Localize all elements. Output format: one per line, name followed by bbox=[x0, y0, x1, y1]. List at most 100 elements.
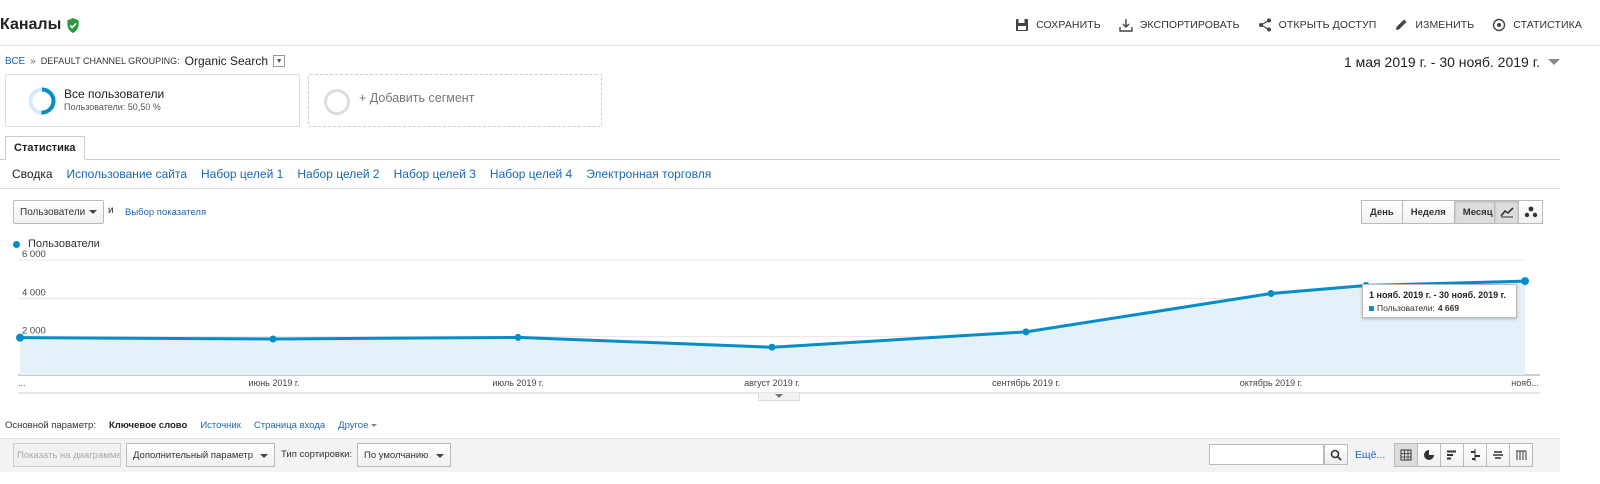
metric-select-value: Пользователи bbox=[20, 206, 86, 218]
choose-metric-link[interactable]: Выбор показателя bbox=[125, 207, 207, 218]
period-day-button[interactable]: День bbox=[1361, 200, 1403, 224]
segment-title: Все пользователи bbox=[64, 87, 165, 101]
data-point bbox=[269, 335, 277, 343]
view-term-cloud-button[interactable] bbox=[1486, 443, 1510, 467]
x-tick-label: сентябрь 2019 г. bbox=[992, 378, 1060, 388]
export-button[interactable]: ЭКСПОРТИРОВАТЬ bbox=[1119, 18, 1240, 32]
tooltip-value: 4 669 bbox=[1437, 303, 1460, 313]
breadcrumb-root-link[interactable]: ВСЕ bbox=[5, 55, 26, 67]
table-view-toggle bbox=[1394, 443, 1533, 467]
subnav-goal-set-1[interactable]: Набор целей 1 bbox=[201, 167, 284, 181]
metric-and-label: и bbox=[108, 205, 114, 216]
share-label: ОТКРЫТЬ ДОСТУП bbox=[1278, 19, 1377, 31]
y-tick-label: 6 000 bbox=[22, 249, 46, 260]
insights-icon bbox=[1493, 18, 1506, 32]
page-title: Каналы bbox=[0, 16, 80, 34]
table-search-button[interactable] bbox=[1324, 444, 1348, 465]
divider bbox=[0, 188, 1560, 189]
view-comparison-button[interactable] bbox=[1463, 443, 1487, 467]
table-toolbar: Показать на диаграмме Дополнительный пар… bbox=[0, 438, 1560, 472]
explorer-subnav: Сводка Использование сайта Набор целей 1… bbox=[12, 167, 711, 181]
x-tick-label: ... bbox=[18, 378, 26, 388]
chevron-down-icon: ▼ bbox=[275, 57, 283, 65]
chart-tooltip: 1 нояб. 2019 г. - 30 нояб. 2019 г. Польз… bbox=[1362, 284, 1517, 318]
advanced-filter-link[interactable]: Ещё... bbox=[1355, 449, 1386, 461]
x-tick-label: август 2019 г. bbox=[744, 378, 800, 388]
secondary-dimension-label: Дополнительный параметр bbox=[133, 449, 253, 461]
chart-svg: 6 000 4 000 2 000... июнь 2019 г. июль 2019 … bbox=[16, 249, 1540, 394]
dimension-keyword[interactable]: Ключевое слово bbox=[108, 420, 188, 431]
metric-select[interactable]: Пользователи bbox=[13, 200, 104, 224]
period-toggle: День Неделя Месяц bbox=[1361, 200, 1502, 224]
share-icon bbox=[1258, 18, 1271, 32]
edit-icon bbox=[1396, 19, 1407, 30]
data-point bbox=[16, 333, 24, 342]
share-button[interactable]: ОТКРЫТЬ ДОСТУП bbox=[1258, 18, 1377, 32]
dimension-source[interactable]: Источник bbox=[200, 420, 241, 431]
chevron-down-icon bbox=[260, 454, 268, 458]
comparison-icon bbox=[1471, 449, 1480, 461]
period-week-button[interactable]: Неделя bbox=[1401, 200, 1455, 224]
x-tick-label: июнь 2019 г. bbox=[248, 378, 299, 388]
edit-label: ИЗМЕНИТЬ bbox=[1415, 19, 1475, 31]
edit-button[interactable]: ИЗМЕНИТЬ bbox=[1394, 18, 1474, 32]
dimension-other-dropdown[interactable]: Другое bbox=[338, 420, 378, 431]
y-tick-label: 2 000 bbox=[22, 326, 46, 337]
primary-dimension-label: Основной параметр: bbox=[5, 420, 96, 431]
subnav-summary[interactable]: Сводка bbox=[12, 167, 53, 181]
tooltip-series-marker bbox=[1369, 305, 1374, 311]
motion-chart-button[interactable] bbox=[1518, 200, 1543, 224]
pie-chart-icon bbox=[1424, 450, 1434, 460]
date-range-picker[interactable]: 1 мая 2019 г. - 30 нояб. 2019 г. bbox=[1344, 54, 1560, 70]
chevron-down-icon bbox=[89, 210, 97, 214]
bubble-chart-icon bbox=[1524, 206, 1537, 218]
save-label: СОХРАНИТЬ bbox=[1036, 19, 1101, 31]
plot-rows-button[interactable]: Показать на диаграмме bbox=[13, 443, 121, 467]
chevron-down-icon bbox=[1548, 59, 1560, 65]
secondary-dimension-select[interactable]: Дополнительный параметр bbox=[126, 443, 275, 467]
subnav-goal-set-2[interactable]: Набор целей 2 bbox=[297, 167, 380, 181]
view-percentage-button[interactable] bbox=[1417, 443, 1441, 467]
insights-button[interactable]: СТАТИСТИКА bbox=[1492, 18, 1582, 32]
data-point bbox=[768, 343, 776, 351]
table-search-input[interactable] bbox=[1209, 444, 1324, 465]
subnav-ecommerce[interactable]: Электронная торговля bbox=[586, 167, 712, 181]
chart-type-toggle bbox=[1494, 200, 1543, 224]
series-line bbox=[19, 279, 1526, 349]
search-icon bbox=[1330, 449, 1342, 461]
sort-type-select[interactable]: По умолчанию bbox=[357, 443, 451, 467]
add-segment-label: + Добавить сегмент bbox=[359, 91, 475, 105]
report-header: Каналы СОХРАНИТЬ ЭКСПОРТИРОВАТЬ ОТКРЫТЬ … bbox=[0, 0, 1600, 46]
legend-marker bbox=[13, 240, 20, 248]
export-icon bbox=[1119, 19, 1133, 32]
line-chart-button[interactable] bbox=[1494, 200, 1519, 224]
add-segment-button[interactable]: + Добавить сегмент bbox=[308, 74, 602, 127]
tab-statistics[interactable]: Статистика bbox=[5, 136, 85, 160]
view-performance-button[interactable] bbox=[1440, 443, 1464, 467]
breadcrumb-separator: » bbox=[30, 55, 36, 67]
data-point bbox=[514, 333, 522, 341]
x-tick-label: октябрь 2019 г. bbox=[1240, 378, 1303, 388]
breadcrumb-value: Organic Search bbox=[184, 54, 269, 68]
dimension-landing-page[interactable]: Страница входа bbox=[253, 420, 326, 431]
view-pivot-button[interactable] bbox=[1509, 443, 1533, 467]
subnav-goal-set-4[interactable]: Набор целей 4 bbox=[489, 167, 573, 181]
tooltip-row: Пользователи: 4 669 bbox=[1369, 303, 1510, 313]
subnav-goal-set-3[interactable]: Набор целей 3 bbox=[393, 167, 476, 181]
sort-type-label: Тип сортировки: bbox=[281, 449, 353, 460]
primary-dimension-bar: Основной параметр: Ключевое слово Источн… bbox=[5, 420, 378, 431]
x-tick-label: июль 2019 г. bbox=[492, 378, 543, 388]
chart-legend: Пользователи bbox=[13, 238, 100, 250]
view-data-button[interactable] bbox=[1394, 443, 1418, 467]
grid-icon bbox=[1400, 449, 1412, 461]
save-button[interactable]: СОХРАНИТЬ bbox=[1015, 18, 1101, 32]
breadcrumb: ВСЕ » DEFAULT CHANNEL GROUPING: Organic … bbox=[5, 54, 286, 68]
subnav-site-usage[interactable]: Использование сайта bbox=[66, 167, 188, 181]
data-point bbox=[1267, 290, 1275, 298]
dimension-other-label: Другое bbox=[338, 420, 369, 431]
page-title-text: Каналы bbox=[0, 16, 62, 33]
chart-collapse-handle[interactable] bbox=[758, 393, 800, 401]
export-label: ЭКСПОРТИРОВАТЬ bbox=[1139, 19, 1240, 31]
breadcrumb-dropdown[interactable]: ▼ bbox=[273, 55, 286, 67]
segment-all-users[interactable]: Все пользователи Пользователи: 50,50 % bbox=[5, 74, 300, 127]
